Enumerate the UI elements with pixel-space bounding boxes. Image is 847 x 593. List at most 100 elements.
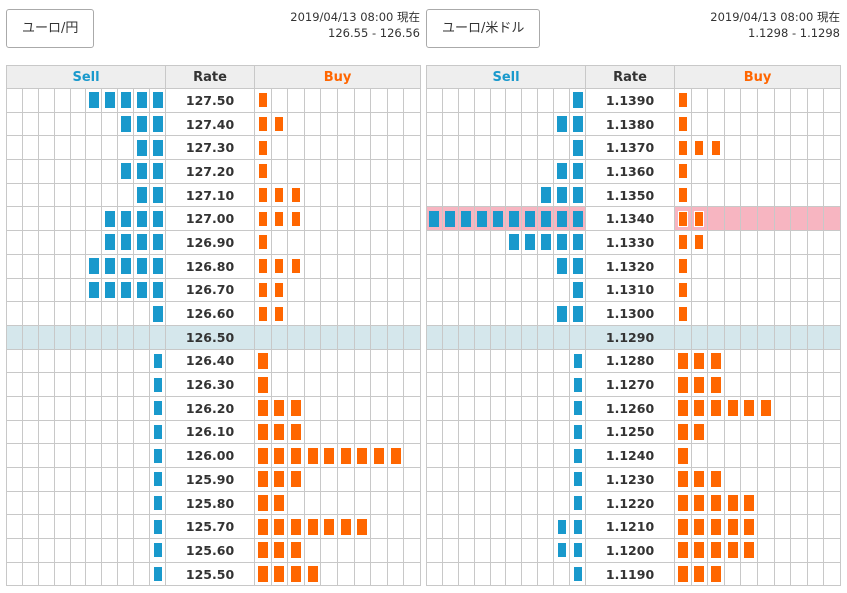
sell-cell xyxy=(21,88,39,113)
sell-cell xyxy=(85,111,103,137)
buy-order-block xyxy=(690,372,709,397)
sell-order-block xyxy=(101,277,119,303)
buy-order-block xyxy=(303,514,322,540)
buy-position-block xyxy=(254,277,272,303)
sell-cell xyxy=(21,443,39,468)
rate-value: 1.1230 xyxy=(585,467,676,492)
sell-order-block xyxy=(133,206,151,232)
sell-cell xyxy=(53,514,71,540)
sell-cell xyxy=(505,111,523,137)
sell-order-block xyxy=(149,111,167,137)
sell-cell xyxy=(426,111,443,137)
buy-cell xyxy=(370,230,388,255)
buy-cell xyxy=(757,443,775,468)
buy-cell xyxy=(773,538,792,563)
sell-order-block xyxy=(149,135,167,161)
sell-cell xyxy=(133,348,151,374)
sell-cell xyxy=(553,490,571,516)
buy-cell xyxy=(303,253,322,279)
buy-cell xyxy=(740,467,758,492)
buy-cell xyxy=(740,324,758,350)
buy-cell xyxy=(773,206,792,232)
sell-order-block xyxy=(553,253,571,279)
sell-cell xyxy=(37,88,55,113)
buy-cell xyxy=(353,419,372,445)
buy-order-block xyxy=(674,348,692,374)
buy-cell xyxy=(287,277,305,303)
sell-cell xyxy=(521,561,539,587)
buy-order-block xyxy=(254,467,272,492)
table-row: 126.10 xyxy=(6,419,422,445)
buy-cell xyxy=(386,348,405,374)
sell-cell xyxy=(85,395,103,421)
buy-order-block xyxy=(674,538,692,563)
buy-order-block xyxy=(690,419,709,445)
buy-cell xyxy=(740,253,758,279)
sell-cell xyxy=(489,514,507,540)
currency-pair-button[interactable]: ユーロ/米ドル xyxy=(426,9,541,48)
buy-cell xyxy=(337,324,355,350)
sell-cell xyxy=(441,230,459,255)
sell-cell xyxy=(53,490,71,516)
buy-order-block xyxy=(674,561,692,587)
buy-cell xyxy=(757,538,775,563)
sell-cell xyxy=(426,538,443,563)
sell-cell xyxy=(473,88,491,113)
sell-cell xyxy=(457,419,475,445)
buy-order-block xyxy=(690,395,709,421)
sell-cell xyxy=(6,159,23,184)
sell-position-block xyxy=(569,538,587,563)
sell-cell xyxy=(457,253,475,279)
rate-value: 1.1260 xyxy=(585,395,676,421)
rate-value: 127.20 xyxy=(165,159,256,184)
sell-cell xyxy=(537,395,555,421)
buy-cell xyxy=(320,88,338,113)
buy-cell xyxy=(337,253,355,279)
rate-info: 2019/04/13 08:00 現在 126.55 - 126.56 xyxy=(290,9,420,41)
buy-cell xyxy=(337,372,355,397)
rate-value: 127.30 xyxy=(165,135,256,161)
buy-cell xyxy=(320,467,338,492)
bid-ask: 126.55 - 126.56 xyxy=(328,26,420,40)
sell-cell xyxy=(37,467,55,492)
buy-cell xyxy=(386,206,405,232)
buy-cell xyxy=(674,324,692,350)
rate-value: 127.50 xyxy=(165,88,256,113)
sell-position-block xyxy=(149,467,167,492)
buy-cell xyxy=(370,135,388,161)
buy-cell xyxy=(337,135,355,161)
sell-header: Sell xyxy=(425,65,587,89)
buy-cell xyxy=(757,372,775,397)
sell-cell xyxy=(6,230,23,255)
buy-cell xyxy=(773,324,792,350)
sell-cell xyxy=(37,395,55,421)
currency-pair-button[interactable]: ユーロ/円 xyxy=(6,9,95,48)
sell-cell xyxy=(537,538,555,563)
buy-order-block xyxy=(287,443,305,468)
buy-cell xyxy=(740,277,758,303)
buy-cell xyxy=(353,372,372,397)
sell-order-block xyxy=(569,206,587,232)
sell-cell xyxy=(85,372,103,397)
order-book-table: Sell Rate Buy 1.1390 1.1380 1.1370 1.1360 1.135… xyxy=(425,65,842,587)
sell-cell xyxy=(426,230,443,255)
sell-cell xyxy=(37,159,55,184)
sell-cell xyxy=(457,372,475,397)
buy-cell xyxy=(806,301,825,326)
buy-order-block xyxy=(353,443,372,468)
buy-cell xyxy=(823,514,842,540)
sell-cell xyxy=(53,88,71,113)
buy-cell xyxy=(386,324,405,350)
buy-cell xyxy=(790,348,808,374)
sell-cell xyxy=(21,182,39,208)
sell-cell xyxy=(473,111,491,137)
sell-cell xyxy=(426,443,443,468)
rate-value: 125.90 xyxy=(165,467,256,492)
buy-position-block xyxy=(674,301,692,326)
buy-position-block xyxy=(254,135,272,161)
sell-cell xyxy=(489,253,507,279)
sell-cell xyxy=(537,561,555,587)
buy-cell xyxy=(740,348,758,374)
buy-cell xyxy=(370,88,388,113)
buy-cell xyxy=(707,111,725,137)
